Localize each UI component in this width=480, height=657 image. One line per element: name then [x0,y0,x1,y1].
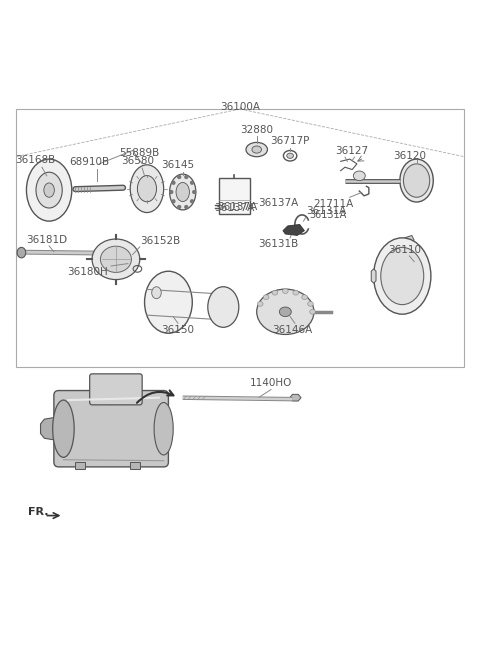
Ellipse shape [287,153,293,158]
Ellipse shape [293,290,299,295]
Text: FR.: FR. [28,507,48,517]
Circle shape [185,175,188,179]
Text: 36131A: 36131A [309,210,347,220]
Text: 36146A: 36146A [272,325,312,334]
Text: 55889B: 55889B [120,148,160,158]
Polygon shape [75,462,85,469]
Ellipse shape [17,248,26,258]
Ellipse shape [169,174,196,210]
FancyArrowPatch shape [47,513,59,518]
Circle shape [178,175,180,179]
Polygon shape [130,462,140,469]
Text: 36131B: 36131B [258,238,298,249]
Text: 36145: 36145 [161,160,194,170]
Ellipse shape [404,164,430,197]
Polygon shape [283,225,304,235]
Polygon shape [40,417,59,441]
Circle shape [172,181,175,184]
Ellipse shape [152,286,161,299]
Polygon shape [405,235,414,242]
Circle shape [178,206,180,208]
Circle shape [172,200,175,203]
Text: 36580: 36580 [121,156,154,166]
Ellipse shape [263,295,269,300]
Polygon shape [289,394,301,401]
Text: 36131A: 36131A [306,206,346,216]
Bar [218,178,250,214]
Text: 36127: 36127 [336,146,369,156]
Text: 21711A: 21711A [313,198,353,209]
Text: 36717P: 36717P [270,136,310,147]
Text: 36120: 36120 [393,150,426,160]
Ellipse shape [144,271,192,333]
Ellipse shape [137,175,156,202]
Ellipse shape [92,239,140,280]
Ellipse shape [44,183,54,197]
Ellipse shape [282,288,288,294]
Ellipse shape [154,403,173,455]
Ellipse shape [252,146,262,153]
Ellipse shape [176,183,190,202]
Text: 1140HO: 1140HO [250,378,292,388]
Polygon shape [371,269,376,283]
Text: 36100A: 36100A [220,102,260,112]
Text: 36137A: 36137A [258,198,299,208]
Ellipse shape [400,159,433,202]
Ellipse shape [279,307,291,317]
Text: 68910B: 68910B [70,157,110,167]
Ellipse shape [246,143,267,157]
Text: 36181D: 36181D [26,235,67,245]
Text: 36168B: 36168B [15,155,55,166]
Text: 32880: 32880 [240,125,273,135]
Ellipse shape [257,289,314,334]
FancyBboxPatch shape [54,390,168,467]
Ellipse shape [36,172,62,208]
Text: 36150: 36150 [161,325,194,334]
Text: 36137A: 36137A [214,204,254,214]
Ellipse shape [272,290,278,295]
Bar [16,109,464,367]
Ellipse shape [381,248,424,305]
Circle shape [191,181,193,184]
Text: 36110: 36110 [388,244,421,254]
Ellipse shape [26,159,72,221]
Ellipse shape [257,302,263,306]
Ellipse shape [130,165,164,212]
Text: 36180H: 36180H [67,267,108,277]
Text: 36137A: 36137A [217,202,258,212]
Circle shape [170,191,173,193]
Circle shape [193,191,196,193]
Ellipse shape [373,238,431,314]
Circle shape [191,200,193,203]
Ellipse shape [353,171,365,181]
Text: 36152B: 36152B [140,236,180,246]
Ellipse shape [100,246,132,273]
Ellipse shape [302,295,307,300]
Ellipse shape [310,309,315,314]
Ellipse shape [53,400,74,457]
Circle shape [185,206,188,208]
FancyBboxPatch shape [90,374,142,405]
Ellipse shape [208,286,239,327]
Ellipse shape [308,302,313,306]
